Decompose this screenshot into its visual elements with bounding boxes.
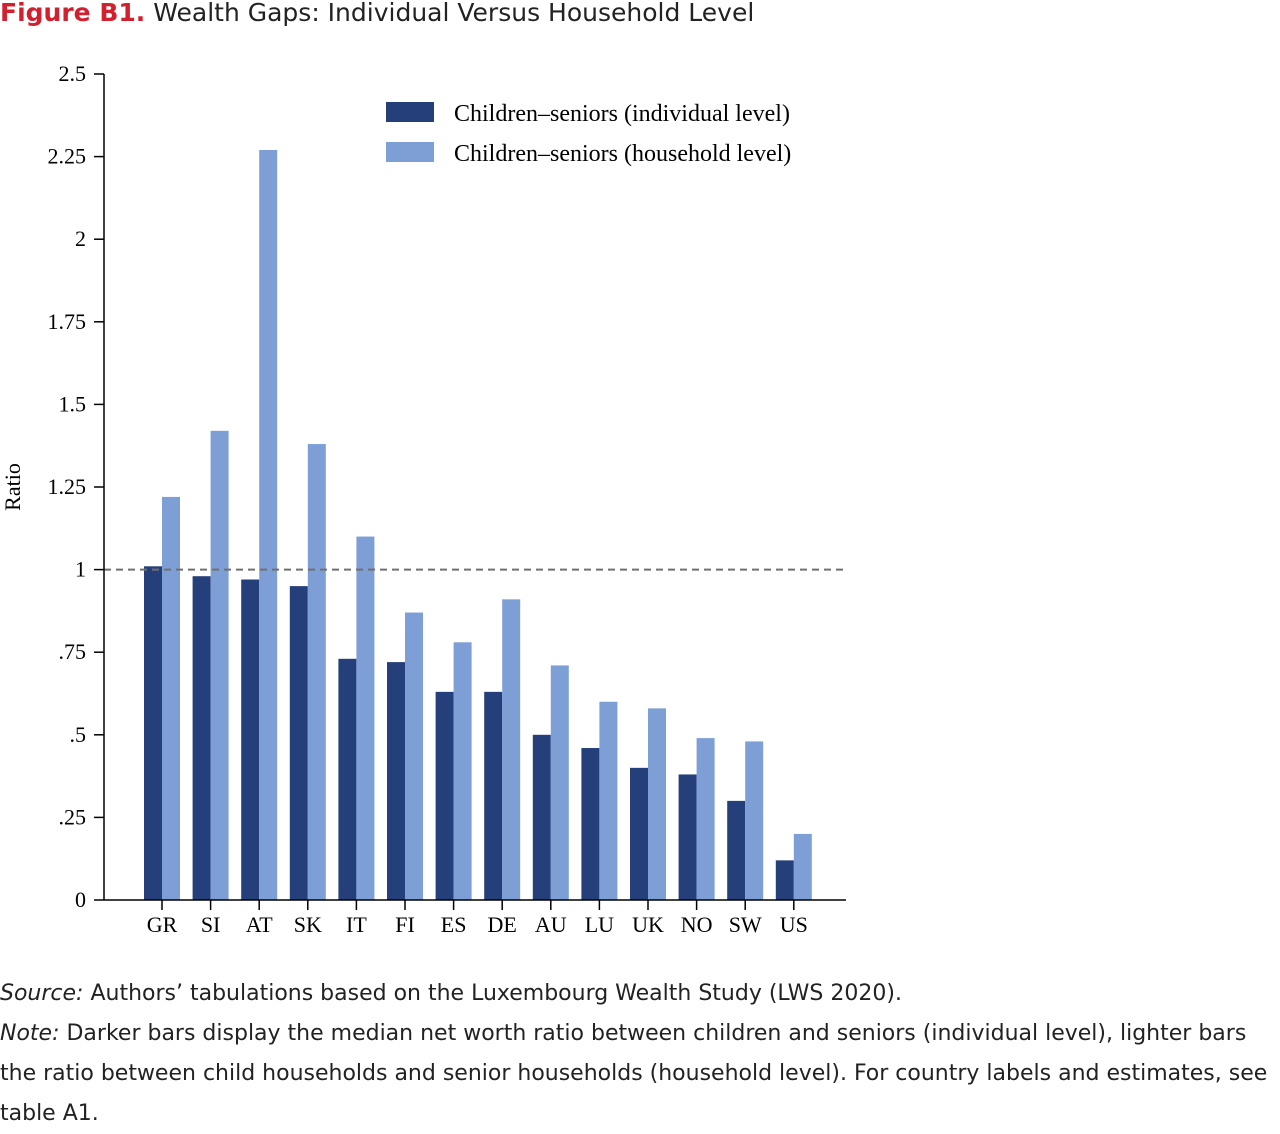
figure-title-text: Wealth Gaps: Individual Versus Household… xyxy=(153,0,755,27)
bar-individual-au xyxy=(532,734,551,900)
bar-individual-us xyxy=(775,860,794,900)
x-tick-label: NO xyxy=(681,912,713,937)
source-text: Authors’ tabulations based on the Luxemb… xyxy=(83,981,902,1006)
x-tick-label: UK xyxy=(632,912,664,937)
bar-household-sw xyxy=(745,741,764,900)
x-tick-label: ES xyxy=(441,912,467,937)
bar-individual-sw xyxy=(727,800,746,900)
legend: Children–seniors (individual level) Child… xyxy=(386,101,791,167)
x-tick-label: SW xyxy=(729,912,762,937)
y-tick-label: .5 xyxy=(70,722,87,747)
source-lead: Source: xyxy=(0,981,84,1006)
y-tick-label: 1.25 xyxy=(48,474,87,499)
bar-household-us xyxy=(793,833,812,900)
y-tick-label: .25 xyxy=(59,804,87,829)
bar-household-fi xyxy=(405,612,423,900)
bar-individual-uk xyxy=(630,767,648,900)
bar-household-sk xyxy=(307,444,326,900)
y-tick-label: 2.5 xyxy=(59,61,87,86)
bar-individual-fi xyxy=(387,662,405,900)
y-tick-label: .75 xyxy=(59,639,87,664)
note-lead: Note: xyxy=(0,1021,60,1046)
figure-label: Figure B1. xyxy=(0,0,146,27)
bar-household-si xyxy=(210,430,229,900)
bar-individual-no xyxy=(678,774,697,900)
bar-individual-gr xyxy=(144,566,162,900)
bar-individual-si xyxy=(192,576,211,900)
legend-swatch xyxy=(386,102,434,122)
x-tick-label: AT xyxy=(246,912,273,937)
x-tick-label: AU xyxy=(535,912,567,937)
legend-label: Children–seniors (individual level) xyxy=(454,101,790,127)
y-axis-label: Ratio xyxy=(0,463,25,511)
bar-individual-lu xyxy=(581,748,600,900)
x-tick-label: DE xyxy=(488,912,517,937)
x-tick-label: SI xyxy=(201,912,221,937)
legend-swatch xyxy=(386,142,434,162)
y-tick-label: 0 xyxy=(75,887,86,912)
note-text-block: Note: Darker bars display the median net… xyxy=(0,1014,1280,1134)
bar-household-au xyxy=(550,665,569,900)
bar-individual-sk xyxy=(289,586,308,900)
bar-individual-it xyxy=(338,658,357,900)
bar-household-at xyxy=(259,149,278,900)
bar-household-de xyxy=(502,599,521,900)
figure-notes: Source: Authors’ tabulations based on th… xyxy=(0,974,1280,1134)
y-tick-label: 1.75 xyxy=(48,309,87,334)
axes-group: 0 .25 .5 .75 1 1.25 1.5 1.75 2 2.25 2.5 GR SI AT SK IT F… xyxy=(0,61,846,937)
bar-household-gr xyxy=(162,496,180,900)
legend-label: Children–seniors (household level) xyxy=(454,141,791,167)
bars-group xyxy=(144,149,812,900)
y-tick-label: 2.25 xyxy=(48,144,87,169)
bar-individual-at xyxy=(241,579,260,900)
figure-title: Figure B1. Wealth Gaps: Individual Versu… xyxy=(0,0,754,27)
y-tick-label: 2 xyxy=(75,226,86,251)
x-tick-label: FI xyxy=(395,912,415,937)
bar-household-no xyxy=(696,738,715,900)
x-tick-label: GR xyxy=(147,912,178,937)
bar-household-it xyxy=(356,536,375,900)
bar-household-uk xyxy=(648,708,666,900)
bar-household-es xyxy=(453,642,472,900)
bar-individual-de xyxy=(484,691,503,900)
bar-household-lu xyxy=(599,701,618,900)
x-tick-label: SK xyxy=(294,912,322,937)
y-tick-label: 1 xyxy=(75,557,86,582)
x-tick-label: LU xyxy=(585,912,614,937)
x-tick-label: US xyxy=(780,912,808,937)
source-note: Source: Authors’ tabulations based on th… xyxy=(0,974,1280,1014)
bar-chart: 0 .25 .5 .75 1 1.25 1.5 1.75 2 2.25 2.5 GR SI AT SK IT F… xyxy=(0,61,846,937)
y-tick-label: 1.5 xyxy=(59,391,87,416)
bar-individual-es xyxy=(435,691,454,900)
note-text: Darker bars display the median net worth… xyxy=(0,1021,1268,1126)
x-tick-label: IT xyxy=(346,912,367,937)
